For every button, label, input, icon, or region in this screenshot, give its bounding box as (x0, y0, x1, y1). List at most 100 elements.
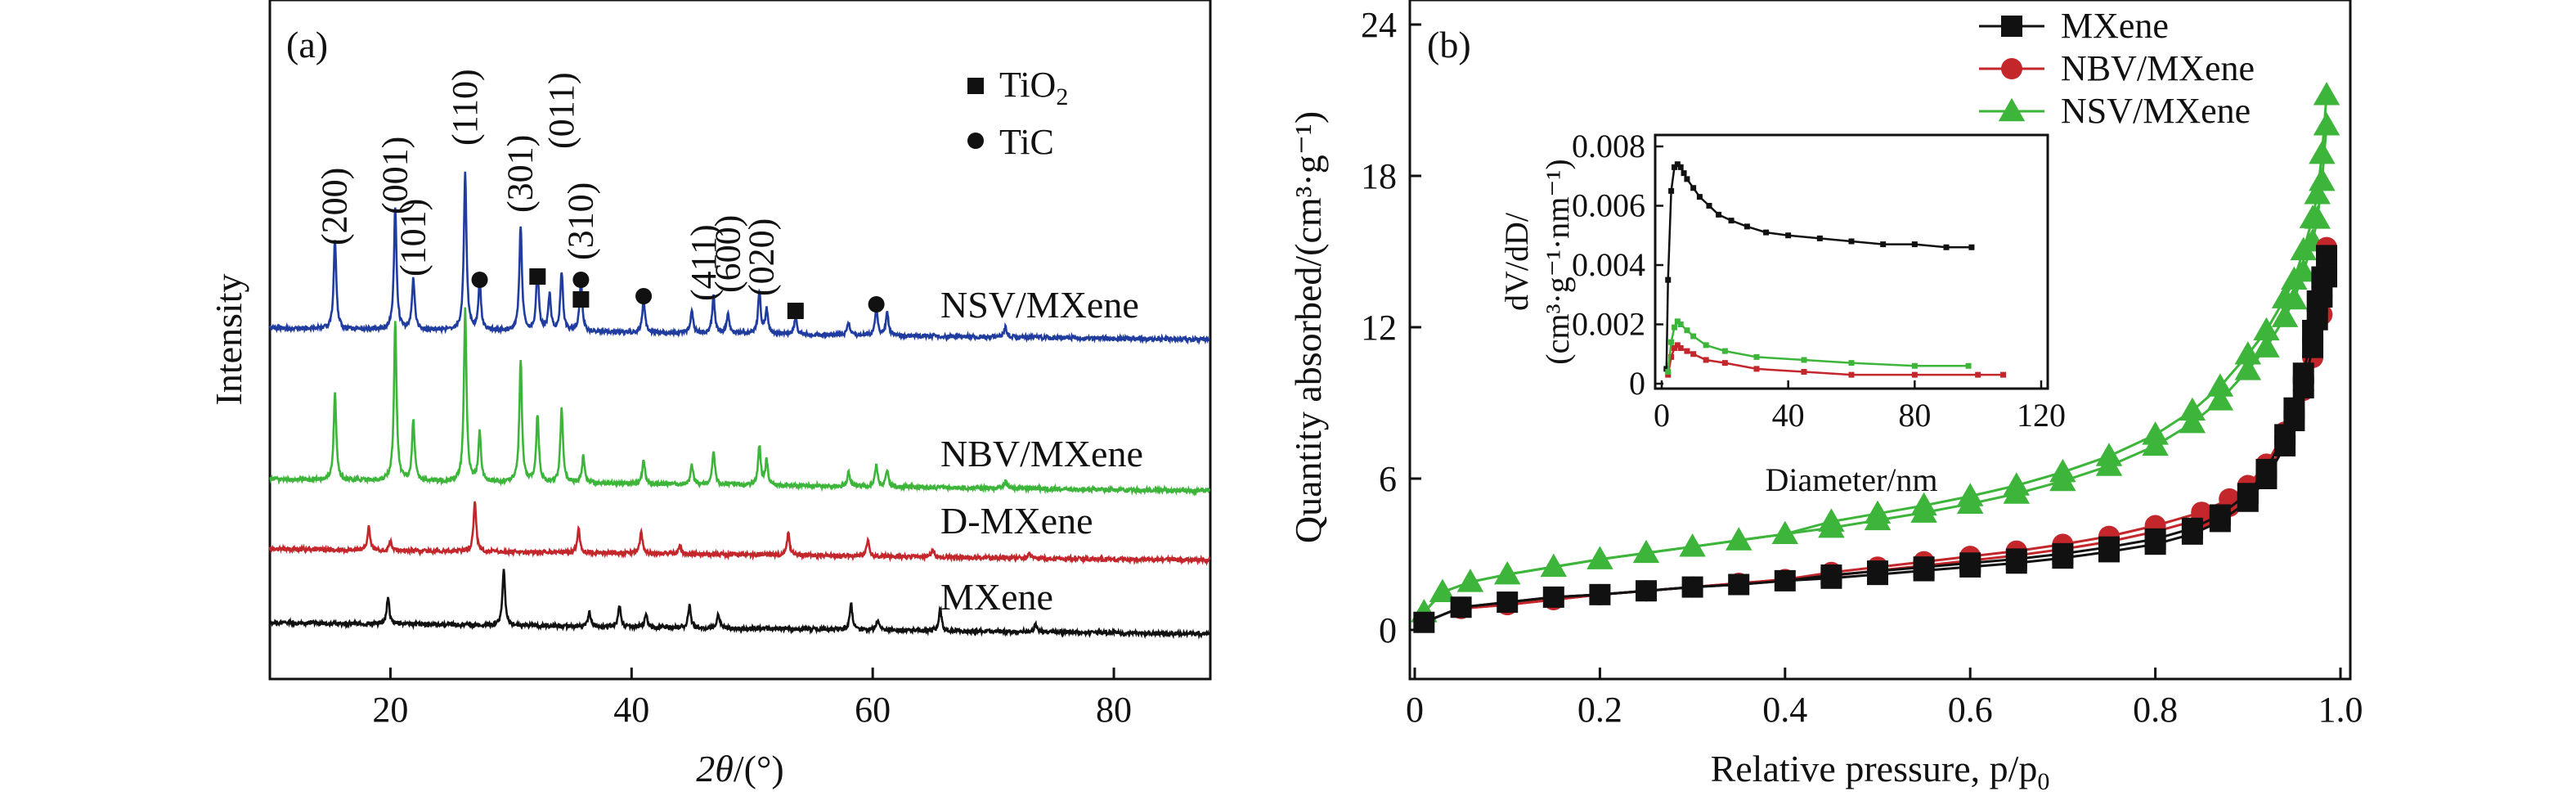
legend-marker-triangle (1998, 97, 2026, 122)
inset-ylabel-line1: dV/dD/ (1498, 212, 1535, 311)
data-point (1429, 578, 1456, 602)
phase-marker-square (529, 268, 546, 285)
legend-tic-label: TiC (999, 122, 1054, 162)
inset-point (1848, 238, 1855, 245)
peak-label: (301) (500, 135, 541, 213)
data-point (1540, 553, 1568, 578)
data-point (2281, 286, 2308, 310)
data-point (2179, 397, 2206, 421)
data-point (2209, 504, 2231, 526)
data-point (1679, 533, 1706, 557)
panel-b-frame (1408, 0, 2352, 681)
panel-b-ylabel: Quantity absorbed/(cm³·g⁻¹) (1287, 111, 1329, 543)
panel-b-inset: Diameter/nm dV/dD/ (cm³·g⁻¹·nm⁻¹) 0 40 80 1… (1498, 128, 2066, 498)
inset-point (1763, 229, 1770, 236)
data-point (1959, 552, 1981, 574)
data-point (1864, 500, 1892, 524)
phase-marker-circle (572, 272, 590, 288)
data-point (2234, 357, 2262, 380)
data-point (2292, 362, 2314, 385)
inset-y-tick-label: 0.008 (1572, 128, 1645, 164)
data-point (2316, 245, 2338, 267)
inset-point (1975, 371, 1981, 378)
panel-b-xlabel: Relative pressure, p/p0 (1711, 748, 2050, 795)
inset-point (1801, 369, 1807, 375)
panel-a-frame (268, 0, 1212, 681)
inset-point (1911, 362, 1918, 369)
phase-marker-circle (635, 288, 653, 304)
sample-label-d-mxene: D-MXene (940, 500, 1093, 542)
panel-a-phase-markers (471, 268, 885, 319)
data-point (2181, 517, 2203, 539)
sample-label-nbv-mxene: NBV/MXene (940, 433, 1143, 474)
inset-point (1684, 327, 1690, 334)
phase-marker-square (787, 303, 804, 319)
peak-label: (011) (541, 72, 581, 149)
inset-point (1753, 366, 1760, 372)
inset-point (1965, 362, 1972, 369)
data-point (1450, 596, 1472, 618)
data-point (2304, 181, 2331, 205)
inset-point (1716, 211, 1722, 218)
inset-series (1663, 161, 2007, 378)
data-point (1774, 569, 1796, 591)
inset-point (1668, 339, 1675, 345)
data-point (1542, 586, 1564, 608)
peak-label: (600) (707, 215, 747, 293)
phase-marker-circle (868, 296, 885, 313)
inset-point (1677, 164, 1684, 170)
data-point (2306, 308, 2328, 331)
data-point (2253, 317, 2280, 341)
legend-label-nbv-mxene: NBV/MXene (2061, 48, 2255, 88)
y-tick-label: 12 (1361, 308, 1397, 348)
inset-point (1665, 277, 1672, 283)
data-point (2283, 397, 2305, 419)
data-point (2313, 112, 2340, 136)
inset-point (1848, 360, 1855, 367)
inset-point (1671, 324, 1677, 331)
inset-x-tick-label: 80 (1898, 397, 1931, 434)
data-point (2313, 82, 2340, 106)
peak-label: (411) (684, 224, 724, 301)
inset-point (1728, 218, 1735, 224)
data-point (1493, 560, 1521, 585)
panel-a-xticks: 20 40 60 80 (372, 668, 1132, 730)
inset-point (1721, 360, 1728, 367)
panel-b-series (1411, 82, 2340, 633)
sample-label-mxene: MXene (940, 576, 1053, 618)
legend-square-icon (967, 78, 984, 94)
inset-point (1665, 371, 1672, 378)
data-point (1632, 539, 1660, 564)
inset-point (1880, 241, 1887, 248)
panel-b-label: (b) (1427, 24, 1471, 65)
y-tick-label: 18 (1361, 156, 1397, 196)
x-tick-label: 0.2 (1577, 690, 1622, 730)
data-point (1725, 527, 1752, 551)
data-point (2206, 387, 2234, 411)
inset-x-tick-label: 40 (1772, 397, 1805, 434)
panel-a-ylabel: Intensity (208, 274, 249, 406)
panel-a-marker-legend: TiO2 TiC (967, 65, 1068, 162)
panel-a-peak-labels: (200) (001)(101) (110) (301)(011) (310) (411)… (315, 69, 782, 301)
inset-point (1968, 244, 1975, 250)
data-point (2316, 266, 2338, 288)
data-point (2179, 409, 2206, 434)
data-point (1913, 556, 1935, 578)
data-point (2206, 373, 2234, 397)
inset-point (1684, 348, 1690, 354)
data-point (2309, 140, 2336, 164)
inset-point (1663, 366, 1670, 372)
data-point (2304, 205, 2331, 229)
peak-label: (020) (742, 218, 782, 296)
phase-marker-square (572, 291, 590, 308)
x-tick-label: 1.0 (2318, 690, 2363, 730)
data-point (2003, 472, 2031, 496)
inset-y-tick-label: 0.004 (1572, 246, 1645, 283)
phase-marker-circle (471, 272, 488, 288)
inset-point (1681, 170, 1687, 177)
legend-circle-icon (967, 133, 984, 149)
sample-label-nsv-mxene: NSV/MXene (940, 284, 1139, 326)
inset-point (1816, 235, 1823, 241)
